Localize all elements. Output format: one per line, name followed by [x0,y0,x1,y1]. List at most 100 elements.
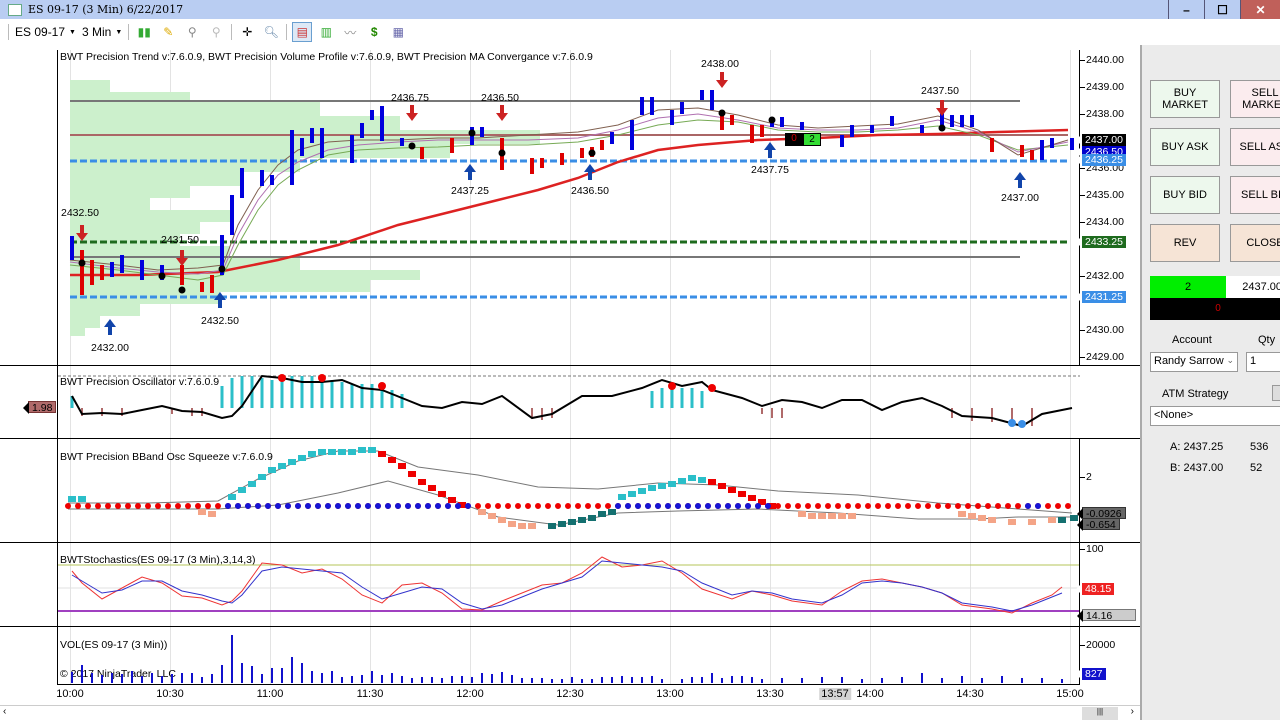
buy-bid-button[interactable]: BUY BID [1150,176,1220,214]
chevron-down-icon: ⌄ [1226,355,1234,365]
price-annotation: 2438.00 [701,58,739,70]
sell-market-button[interactable]: SELL MARKET [1230,80,1280,118]
bar-chart-icon[interactable]: ▥ [320,25,332,39]
ask-size: 536 [1250,441,1269,453]
squeeze-svg [65,447,1079,529]
price-annotation: 2431.50 [161,234,199,246]
position-avg-price: 2437.00 [1226,276,1280,298]
window-title: ES 09-17 (3 Min) 6/22/2017 [28,3,184,16]
interval-label: 3 Min [81,25,112,39]
position-box: 0 2 [785,133,821,146]
magnifier-icon[interactable]: 🔍︎ [263,25,279,39]
price-chart-svg [69,72,1074,336]
properties-icon[interactable]: ▦ [392,25,404,39]
oscillator-panel[interactable]: BWT Precision Oscillator v:7.6.0.9 [57,366,1080,438]
time-axis[interactable]: 10:00 10:30 11:00 11:30 12:00 12:30 13:0… [56,688,1084,702]
zoom-out-icon[interactable]: ⚲ [211,25,221,39]
account-dropdown[interactable]: Randy Sarrow ⌄ [1150,352,1238,372]
stochastics-axis: 100 48.15 14.16 [1075,543,1140,626]
sell-arrows [76,72,948,266]
price-tick: 2439.00 [1080,81,1124,93]
time-label: 14:30 [956,688,984,700]
squeeze-tick: 2 [1080,471,1092,483]
price-tick: 2435.00 [1080,189,1124,201]
price-annotation: 2437.50 [921,85,959,97]
chart-trader-icon[interactable]: ▤ [292,22,313,42]
atm-strategy-button[interactable] [1272,385,1280,401]
account-label: Account [1172,334,1212,346]
position-long: 2 [803,133,821,146]
value-area-tag: 2436.25 [1076,154,1126,166]
scroll-right-icon[interactable]: › [1130,706,1134,717]
chevron-down-icon: ▼ [115,28,123,36]
volume-label: VOL(ES 09-17 (3 Min)) [60,639,168,651]
atm-strategy-label: ATM Strategy [1162,388,1229,400]
indicators-icon[interactable]: 〰 [344,25,357,40]
position-short: 0 [785,133,803,146]
close-button[interactable]: ✕ [1240,0,1280,19]
price-panel[interactable]: BWT Precision Trend v:7.6.0.9, BWT Preci… [57,50,1079,365]
oscillator-value-tag: 1.98 [22,401,57,414]
value-area-low-tag: 2431.25 [1076,291,1126,303]
position-quantity: 2 [1150,276,1226,298]
reverse-button[interactable]: REV [1150,224,1220,262]
bid-price: B: 2437.00 [1170,462,1224,474]
qty-label: Qty [1258,334,1276,346]
crosshair-icon[interactable]: ✛ [242,25,253,39]
chart-area[interactable]: BWT Precision Trend v:7.6.0.9, BWT Preci… [0,45,1140,705]
price-annotation: 2437.00 [1001,192,1039,204]
volume-panel[interactable]: VOL(ES 09-17 (3 Min)) © 2017 NinjaTrader… [57,627,1079,685]
cursor-time-label: 13:57 [819,688,851,700]
zoom-in-icon[interactable]: ⚲ [187,25,197,39]
price-tick: 2434.00 [1080,216,1124,228]
scrollbar-thumb[interactable]: ||| [1082,707,1118,720]
toolbar-grip [8,24,9,40]
quantity-input[interactable]: 1 [1246,352,1280,372]
price-annotation: 2437.75 [751,164,789,176]
scroll-left-icon[interactable]: ‹ [3,706,7,717]
squeeze-panel[interactable]: BWT Precision BBand Osc Squeeze v:7.6.0.… [57,439,1079,542]
price-tick: 2440.00 [1080,54,1124,66]
volume-value-tag: 827 [1076,668,1106,680]
chart-toolbar: ES 09-17 ▼ 3 Min ▼ ▮▮ ✎ ⚲ ⚲ ✛ 🔍︎ ▤ ▥ 〰 $ ▦ [0,19,1280,45]
chart-trader-panel: BUY MARKET SELL MARKET BUY ASK SELL ASK … [1140,45,1280,720]
sell-bid-button[interactable]: SELL BID [1230,176,1280,214]
price-annotation: 2432.50 [201,315,239,327]
time-label: 11:30 [356,688,384,700]
restore-button[interactable]: ☐ [1204,0,1240,19]
price-panel-label: BWT Precision Trend v:7.6.0.9, BWT Preci… [60,51,593,63]
horizontal-scrollbar[interactable]: ‹ ||| › [0,705,1140,720]
title-bar: ES 09-17 (3 Min) 6/22/2017 – ☐ ✕ [0,0,1280,19]
price-annotation: 2432.50 [61,207,99,219]
time-label: 10:00 [56,688,84,700]
interval-selector[interactable]: 3 Min ▼ [82,25,122,39]
close-position-button[interactable]: CLOSE [1230,224,1280,262]
volume-svg [71,635,1063,683]
toolbar-separator [128,24,130,40]
sell-ask-button[interactable]: SELL ASK [1230,128,1280,166]
chevron-down-icon: ▼ [69,28,76,36]
squeeze-label: BWT Precision BBand Osc Squeeze v:7.6.0.… [60,451,273,463]
oscillator-label: BWT Precision Oscillator v:7.6.0.9 [60,376,220,388]
strategies-icon[interactable]: $ [370,25,378,39]
stochastics-label: BWTStochastics(ES 09-17 (3 Min),3,14,3) [60,554,256,566]
drawing-tools-icon[interactable]: ✎ [163,25,174,39]
minimize-button[interactable]: – [1168,0,1204,19]
squeeze-axis: 2 -0.0926 -0.654 [1077,439,1140,542]
stochastics-svg [58,556,1080,614]
price-axis[interactable]: 2440.00 2439.00 2438.00 2436.00 2435.00 … [1076,50,1140,365]
chart-style-icon[interactable]: ▮▮ [137,25,151,39]
time-label: 11:00 [256,688,284,700]
toolbar-separator [231,24,233,40]
buy-market-button[interactable]: BUY MARKET [1150,80,1220,118]
atm-strategy-dropdown[interactable]: <None> [1150,406,1280,426]
time-label: 13:00 [656,688,684,700]
time-label: 15:00 [1056,688,1084,700]
instrument-label: ES 09-17 [15,25,66,39]
price-tick: 2438.00 [1080,108,1124,120]
stochastics-panel[interactable]: BWTStochastics(ES 09-17 (3 Min),3,14,3) [57,543,1080,626]
stochastics-d-tag: 14.16 [1077,609,1136,622]
instrument-selector[interactable]: ES 09-17 ▼ [15,25,76,39]
buy-ask-button[interactable]: BUY ASK [1150,128,1220,166]
copyright-text: © 2017 NinjaTrader, LLC [60,668,176,680]
